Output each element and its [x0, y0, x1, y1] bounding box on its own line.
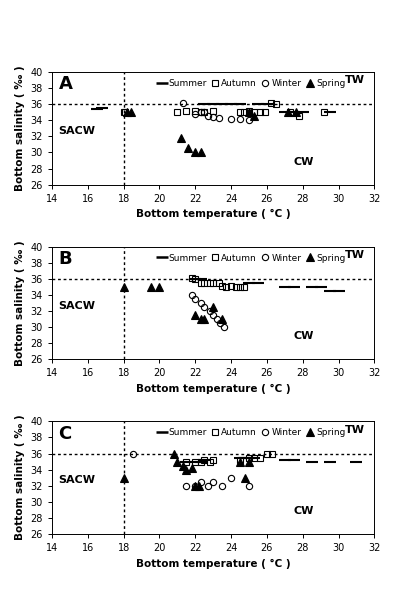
Text: SACW: SACW [58, 475, 95, 485]
Text: CW: CW [294, 157, 314, 167]
Text: C: C [58, 425, 72, 443]
Text: TW: TW [345, 76, 365, 85]
Text: TW: TW [345, 425, 365, 434]
X-axis label: Bottom temperature ( °C ): Bottom temperature ( °C ) [136, 209, 290, 220]
Y-axis label: Bottom salinity ( ‰ ): Bottom salinity ( ‰ ) [15, 65, 25, 191]
X-axis label: Bottom temperature ( °C ): Bottom temperature ( °C ) [136, 384, 290, 394]
Text: CW: CW [294, 506, 314, 516]
Legend: Summer, Autumn, Winter, Spring: Summer, Autumn, Winter, Spring [155, 250, 349, 266]
Text: CW: CW [294, 331, 314, 341]
Text: SACW: SACW [58, 301, 95, 311]
Text: TW: TW [345, 250, 365, 260]
Text: A: A [58, 76, 72, 94]
X-axis label: Bottom temperature ( °C ): Bottom temperature ( °C ) [136, 559, 290, 569]
Text: B: B [58, 250, 72, 268]
Y-axis label: Bottom salinity ( ‰ ): Bottom salinity ( ‰ ) [15, 240, 25, 366]
Text: SACW: SACW [58, 126, 95, 136]
Legend: Summer, Autumn, Winter, Spring: Summer, Autumn, Winter, Spring [155, 425, 349, 441]
Y-axis label: Bottom salinity ( ‰ ): Bottom salinity ( ‰ ) [15, 415, 25, 541]
Legend: Summer, Autumn, Winter, Spring: Summer, Autumn, Winter, Spring [155, 76, 349, 92]
